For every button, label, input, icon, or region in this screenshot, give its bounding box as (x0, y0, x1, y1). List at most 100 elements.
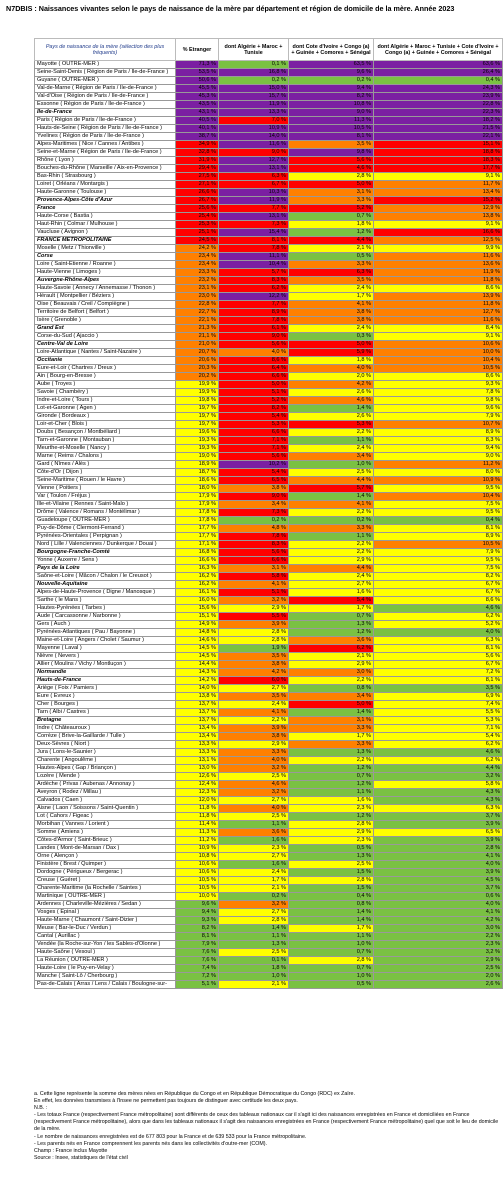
combined-cell: 10,4 % (373, 492, 503, 501)
table-row: Normandie 14,3 % 4,2 % 3,0 % 7,2 % (34, 668, 503, 677)
maghreb-cell: 2,7 % (218, 908, 289, 917)
pct-foreign-cell: 10,5 % (175, 884, 219, 893)
pct-foreign-cell: 17,7 % (175, 524, 219, 533)
maghreb-cell: 5,5 % (218, 612, 289, 621)
subsaharan-cell: 1,3 % (288, 852, 374, 861)
maghreb-cell: 3,8 % (218, 732, 289, 741)
subsaharan-cell: 1,2 % (288, 628, 374, 637)
combined-cell: 2,5 % (373, 964, 503, 973)
table-row: Landes ( Mont-de-Marsan / Dax ) 10,9 % 2,3… (34, 844, 503, 853)
row-label: Ile-de-France (34, 108, 176, 117)
maghreb-cell: 2,5 % (218, 948, 289, 957)
pct-foreign-cell: 12,0 % (175, 796, 219, 805)
maghreb-cell: 3,8 % (218, 660, 289, 669)
row-label: Eure ( Évreux ) (34, 692, 176, 701)
subsaharan-cell: 1,8 % (288, 220, 374, 229)
subsaharan-cell: 4,0 % (288, 364, 374, 373)
subsaharan-cell: 5,7 % (288, 484, 374, 493)
subsaharan-cell: 11,3 % (288, 116, 374, 125)
pct-foreign-cell: 17,8 % (175, 508, 219, 517)
row-label: Marne ( Reims / Chalons ) (34, 452, 176, 461)
table-row: Pas-de-Calais ( Arras / Lens / Calais / … (34, 980, 503, 989)
maghreb-cell: 6,6 % (218, 372, 289, 381)
combined-cell: 23,9 % (373, 92, 503, 101)
table-row: Gard ( Nîmes / Alès ) 18,9 % 10,2 % 1,0 % 11… (34, 460, 503, 469)
table-row: Bourgogne-Franche-Comté 16,8 % 5,6 % 2,2 % 7… (34, 548, 503, 557)
combined-cell: 4,0 % (373, 628, 503, 637)
row-label: Finistère ( Brest / Quimper ) (34, 860, 176, 869)
combined-cell: 8,4 % (373, 324, 503, 333)
maghreb-cell: 0,1 % (218, 956, 289, 965)
combined-cell: 3,2 % (373, 772, 503, 781)
subsaharan-cell: 4,4 % (288, 476, 374, 485)
pct-foreign-cell: 22,7 % (175, 308, 219, 317)
footnote-line: En effet, les données transmises à l'Ins… (34, 1098, 298, 1105)
maghreb-cell: 7,1 % (218, 444, 289, 453)
row-label: Tarn-et-Garonne ( Montauban ) (34, 436, 176, 445)
pct-foreign-cell: 26,7 % (175, 196, 219, 205)
row-label: Nièvre ( Nevers ) (34, 652, 176, 661)
row-label: Orne ( Alençon ) (34, 852, 176, 861)
subsaharan-cell: 2,5 % (288, 468, 374, 477)
table-row: Cantal ( Aurillac ) 8,1 % 1,1 % 1,1 % 2,2 % (34, 932, 503, 941)
pct-foreign-cell: 11,3 % (175, 828, 219, 837)
maghreb-cell: 4,2 % (218, 668, 289, 677)
pct-foreign-cell: 13,4 % (175, 732, 219, 741)
table-row: Orne ( Alençon ) 10,8 % 2,7 % 1,3 % 4,1 % (34, 852, 503, 861)
combined-cell: 15,1 % (373, 140, 503, 149)
combined-cell: 11,8 % (373, 300, 503, 309)
maghreb-cell: 6,7 % (218, 180, 289, 189)
table-row: Somme ( Amiens ) 11,3 % 3,6 % 2,9 % 6,5 % (34, 828, 503, 837)
pct-foreign-cell: 10,9 % (175, 844, 219, 853)
row-label: Corrèze ( Brive-la-Gaillarde / Tulle ) (34, 732, 176, 741)
row-label: Meuse ( Bar-le-Duc / Verdun ) (34, 924, 176, 933)
row-label: Normandie (34, 668, 176, 677)
combined-cell: 6,2 % (373, 740, 503, 749)
maghreb-cell: 5,4 % (218, 412, 289, 421)
combined-cell: 6,3 % (373, 636, 503, 645)
subsaharan-cell: 1,7 % (288, 604, 374, 613)
row-label: Auvergne-Rhône-Alpes (34, 276, 176, 285)
maghreb-cell: 6,6 % (218, 428, 289, 437)
pct-foreign-cell: 43,1 % (175, 108, 219, 117)
combined-cell: 11,7 % (373, 180, 503, 189)
row-label: Ardennes ( Charleville-Mézières / Sedan … (34, 900, 176, 909)
combined-cell: 2,9 % (373, 956, 503, 965)
pct-foreign-cell: 17,8 % (175, 516, 219, 525)
column-header-country: Pays de naissance de la mère (sélection … (34, 38, 176, 61)
combined-cell: 2,0 % (373, 972, 503, 981)
maghreb-cell: 7,3 % (218, 220, 289, 229)
maghreb-cell: 1,9 % (218, 644, 289, 653)
combined-cell: 8,2 % (373, 572, 503, 581)
subsaharan-cell: 0,2 % (288, 76, 374, 85)
table-row: Morbihan ( Vannes / Lorient ) 11,4 % 1,1 %… (34, 820, 503, 829)
row-label: Meurthe-et-Moselle ( Nancy ) (34, 444, 176, 453)
table-row: Haute-Marne ( Chaumont / Saint-Dizier ) 9… (34, 916, 503, 925)
row-label: Provence-Alpes-Côte d'Azur (34, 196, 176, 205)
maghreb-cell: 5,1 % (218, 388, 289, 397)
table-row: Rhône ( Lyon ) 31,9 % 12,7 % 5,6 % 18,3 % (34, 156, 503, 165)
maghreb-cell: 8,1 % (218, 236, 289, 245)
maghreb-cell: 1,4 % (218, 924, 289, 933)
table-row: Haute-Vienne ( Limoges ) 23,3 % 5,7 % 6,3 %… (34, 268, 503, 277)
table-row: Val-de-Marne ( Région de Paris / Ile-de-… (34, 84, 503, 93)
combined-cell: 5,4 % (373, 732, 503, 741)
row-label: Sarthe ( le Mans ) (34, 596, 176, 605)
maghreb-cell: 5,6 % (218, 452, 289, 461)
table-row: Eure ( Évreux ) 13,8 % 3,5 % 3,4 % 6,9 % (34, 692, 503, 701)
table-row: Vienne ( Poitiers ) 18,0 % 3,8 % 5,7 % 9,5 % (34, 484, 503, 493)
table-row: Isère ( Grenoble ) 22,1 % 7,8 % 3,8 % 11,6 % (34, 316, 503, 325)
maghreb-cell: 11,1 % (218, 252, 289, 261)
table-row: Martinique ( OUTRE-MER ) 10,0 % 0,2 % 0,4 %… (34, 892, 503, 901)
combined-cell: 8,6 % (373, 372, 503, 381)
pct-foreign-cell: 13,3 % (175, 748, 219, 757)
pct-foreign-cell: 16,8 % (175, 548, 219, 557)
table-row: Côte-d'Or ( Dijon ) 18,7 % 5,4 % 2,5 % 8,0 % (34, 468, 503, 477)
table-row: Tarn ( Albi / Castres ) 13,7 % 4,1 % 1,4 % 5… (34, 708, 503, 717)
combined-cell: 3,9 % (373, 836, 503, 845)
row-label: Seine-Saint-Denis ( Région de Paris / Il… (34, 68, 176, 77)
table-row: Auvergne-Rhône-Alpes 23,2 % 8,3 % 3,5 % 11,8… (34, 276, 503, 285)
table-row: Dordogne ( Périgueux / Bergerac ) 10,6 % 2… (34, 868, 503, 877)
maghreb-cell: 10,4 % (218, 260, 289, 269)
subsaharan-cell: 0,7 % (288, 212, 374, 221)
